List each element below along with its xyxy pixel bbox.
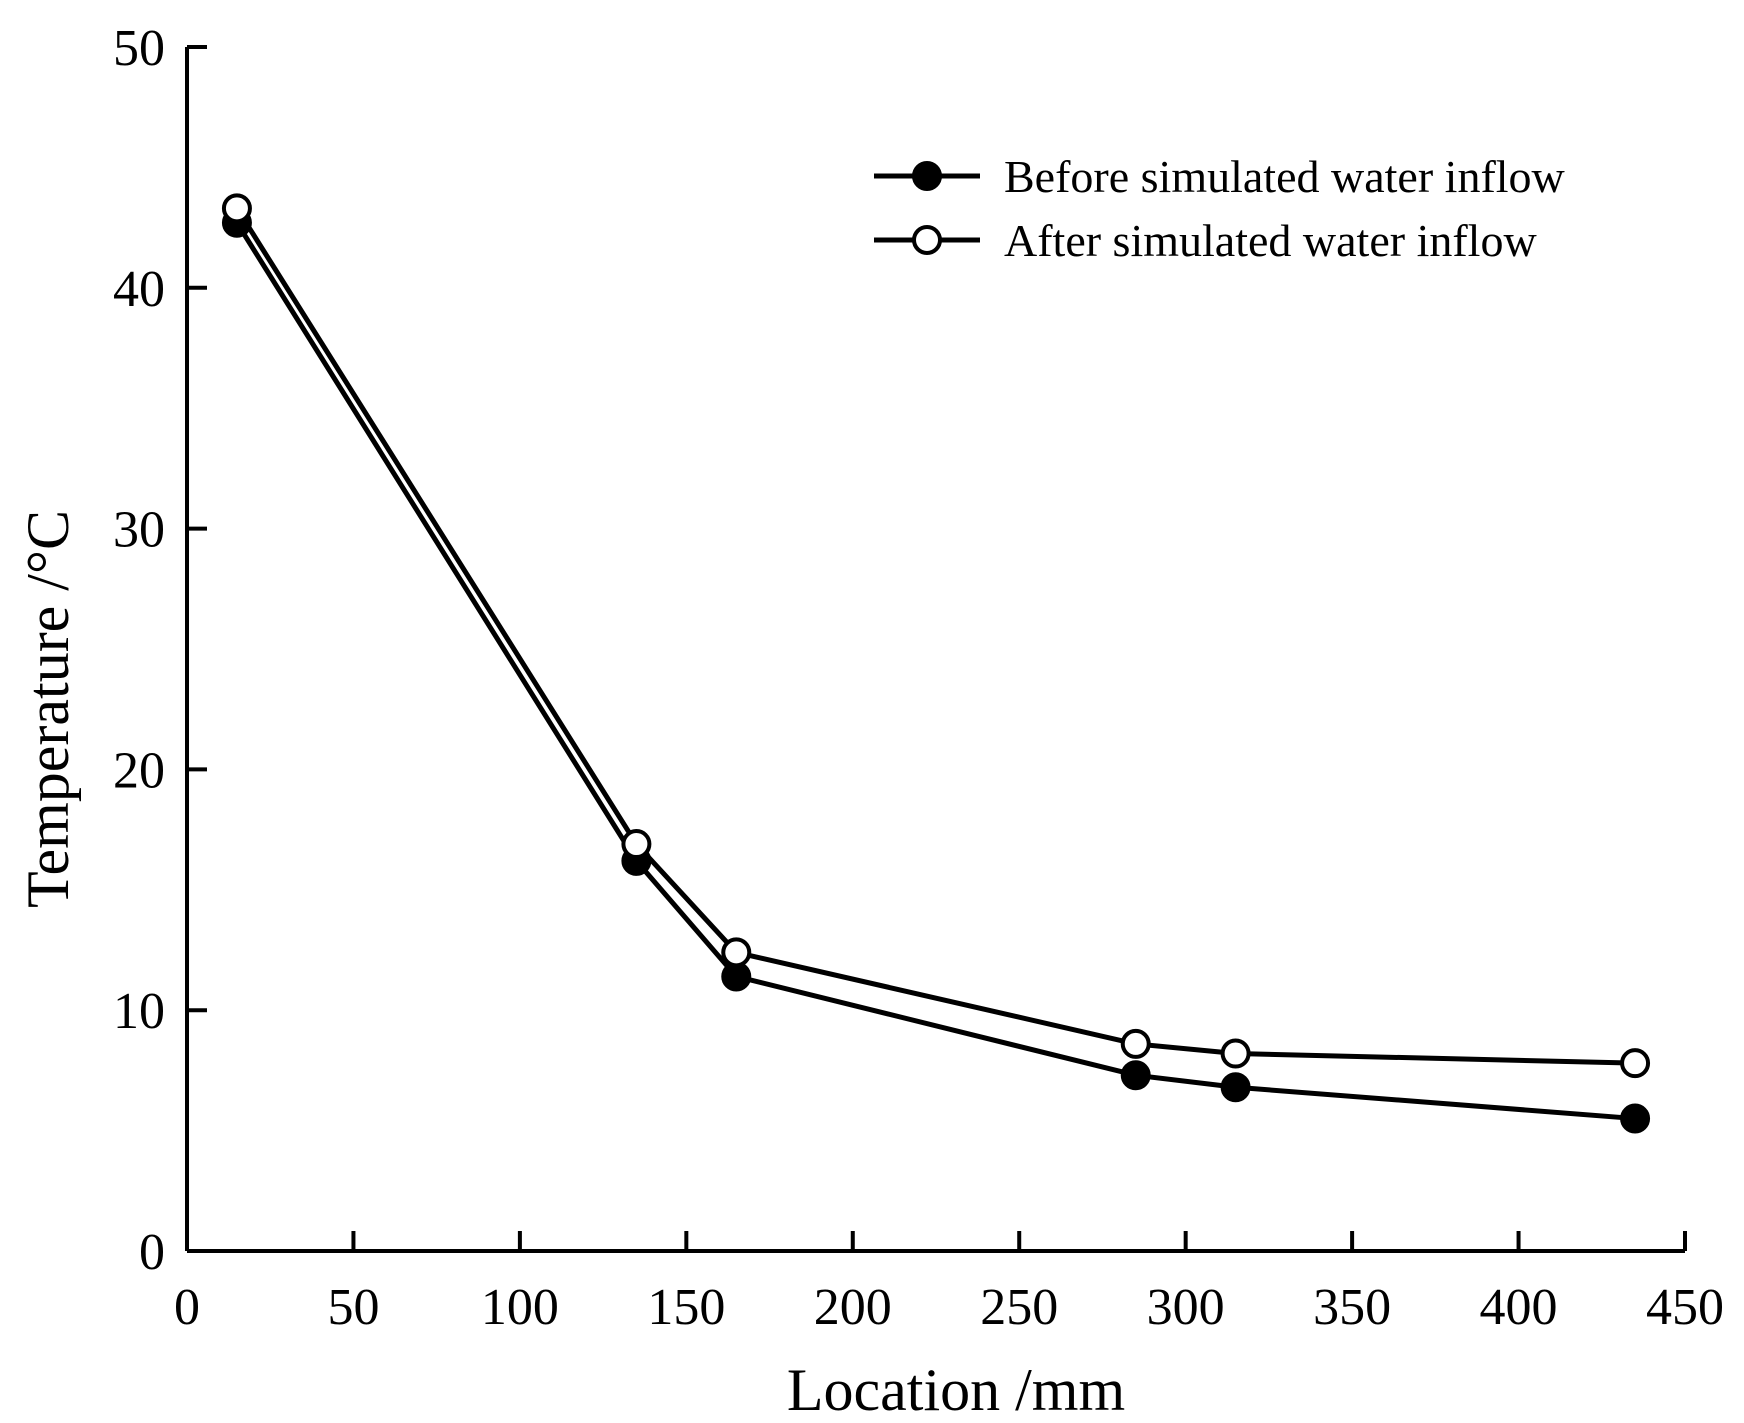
- y-tick-label: 10: [113, 983, 165, 1040]
- series-line-after: [234, 207, 1636, 1066]
- y-ticks: 0 10 20 30 40 50: [113, 20, 207, 1281]
- x-tick-label: 450: [1646, 1279, 1724, 1336]
- x-ticks: 0 50 100 150 200 250 300 350 400 450: [174, 1231, 1724, 1336]
- data-point-after: [621, 829, 652, 860]
- data-point-after: [1120, 1028, 1151, 1059]
- legend: Before simulated water inflow After simu…: [874, 151, 1566, 266]
- legend-label-after: After simulated water inflow: [1004, 215, 1537, 266]
- x-tick-label: 300: [1147, 1279, 1225, 1336]
- x-axis-title: Location /mm: [787, 1357, 1125, 1423]
- y-tick-label: 0: [139, 1224, 165, 1281]
- y-tick-label: 50: [113, 20, 165, 77]
- data-point-before: [1220, 1072, 1251, 1103]
- legend-marker-after: [912, 225, 942, 255]
- data-point-before: [1620, 1103, 1651, 1134]
- y-tick-label: 30: [113, 502, 165, 559]
- y-tick-label: 40: [113, 261, 165, 318]
- legend-marker-before: [912, 161, 942, 191]
- legend-label-before: Before simulated water inflow: [1004, 151, 1566, 202]
- y-axis-title: Temperature /°C: [15, 510, 81, 908]
- data-point-after: [1620, 1048, 1651, 1079]
- y-tick-label: 20: [113, 742, 165, 799]
- x-tick-label: 100: [481, 1279, 559, 1336]
- data-point-after: [721, 937, 752, 968]
- x-tick-label: 0: [174, 1279, 200, 1336]
- axes: [185, 47, 1685, 1253]
- x-tick-label: 50: [327, 1279, 379, 1336]
- data-point-after: [221, 193, 252, 224]
- x-tick-label: 350: [1313, 1279, 1391, 1336]
- x-tick-label: 150: [647, 1279, 725, 1336]
- x-tick-label: 250: [980, 1279, 1058, 1336]
- series-layer: [221, 193, 1651, 1134]
- data-point-after: [1220, 1038, 1251, 1069]
- series-line-before: [234, 221, 1636, 1122]
- data-point-before: [1120, 1060, 1151, 1091]
- x-tick-label: 400: [1480, 1279, 1558, 1336]
- x-tick-label: 200: [814, 1279, 892, 1336]
